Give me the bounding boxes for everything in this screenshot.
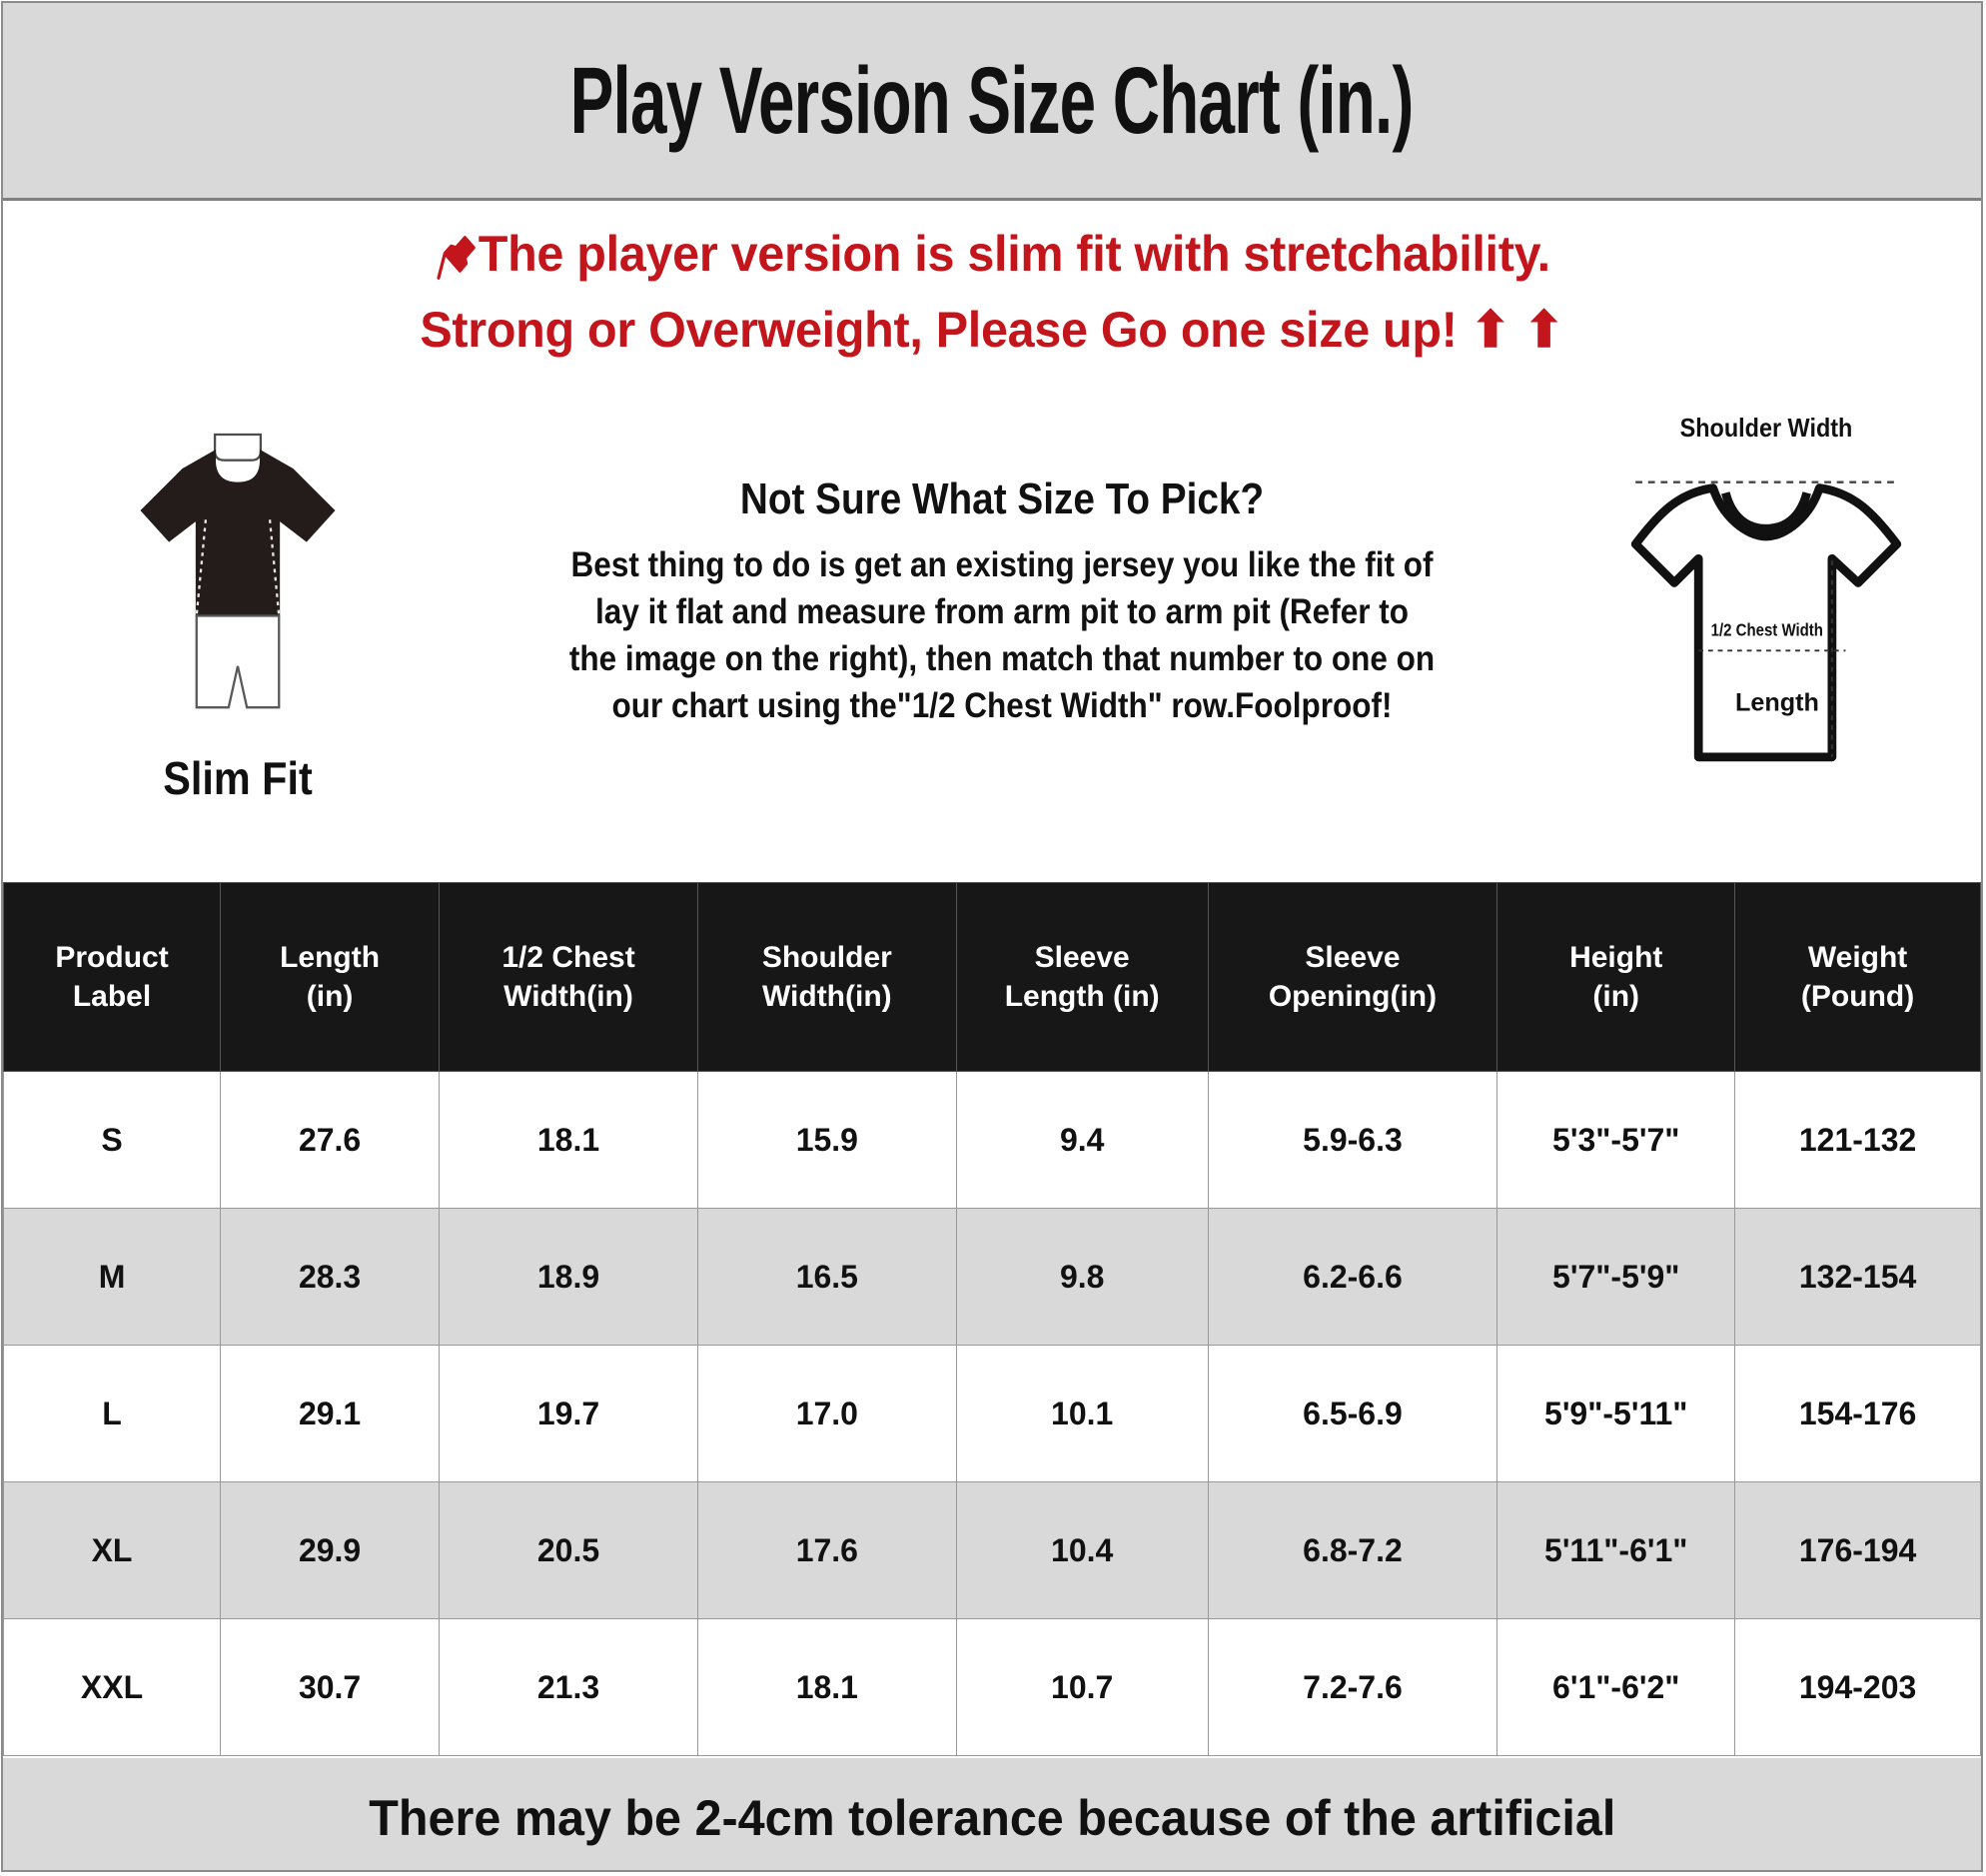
- svg-text:1/2 Chest Width: 1/2 Chest Width: [1711, 621, 1823, 640]
- svg-text:Length: Length: [1735, 688, 1819, 716]
